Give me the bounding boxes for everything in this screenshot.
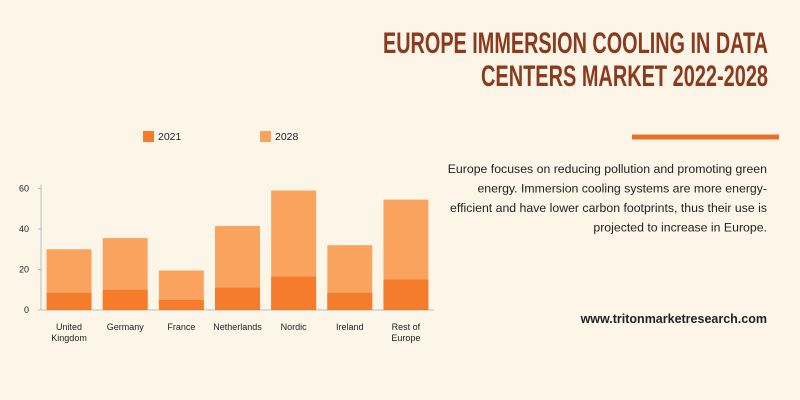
title: CENTERS MARKET 2022-2028 bbox=[481, 60, 768, 93]
x-tick-label: France bbox=[167, 322, 196, 332]
y-tick-label: 20 bbox=[19, 265, 29, 275]
y-tick-label: 0 bbox=[24, 305, 29, 315]
bar bbox=[102, 289, 148, 310]
y-tick-label: 60 bbox=[19, 184, 29, 194]
y-tick-label: 40 bbox=[19, 224, 29, 234]
bar bbox=[327, 292, 373, 310]
bar bbox=[158, 299, 204, 310]
description: Europe focuses on reducing pollution and… bbox=[448, 162, 767, 176]
x-tick-label: United Kingdom bbox=[51, 322, 87, 343]
x-tick-label: Netherlands bbox=[213, 322, 262, 332]
legend-swatch bbox=[143, 131, 154, 142]
legend-label: 2028 bbox=[275, 131, 299, 143]
x-tick-label: Nordic bbox=[280, 322, 307, 332]
description: energy. Immersion cooling systems are mo… bbox=[477, 182, 767, 196]
bar bbox=[271, 276, 317, 310]
description: projected to increase in Europe. bbox=[593, 221, 767, 235]
bar bbox=[215, 287, 260, 310]
website: www.tritonmarketresearch.com bbox=[580, 312, 767, 326]
bar bbox=[46, 292, 92, 310]
x-tick-label: Germany bbox=[106, 322, 144, 332]
description: efficient and have lower carbon footprin… bbox=[450, 201, 767, 215]
accent-line bbox=[632, 134, 779, 140]
legend-label: 2021 bbox=[158, 131, 182, 143]
legend-swatch bbox=[260, 131, 271, 142]
x-tick-label: Rest of Europe bbox=[391, 322, 421, 343]
x-tick-label: Ireland bbox=[336, 322, 364, 332]
bar bbox=[383, 279, 429, 310]
title: EUROPE IMMERSION COOLING IN DATA bbox=[383, 27, 768, 60]
